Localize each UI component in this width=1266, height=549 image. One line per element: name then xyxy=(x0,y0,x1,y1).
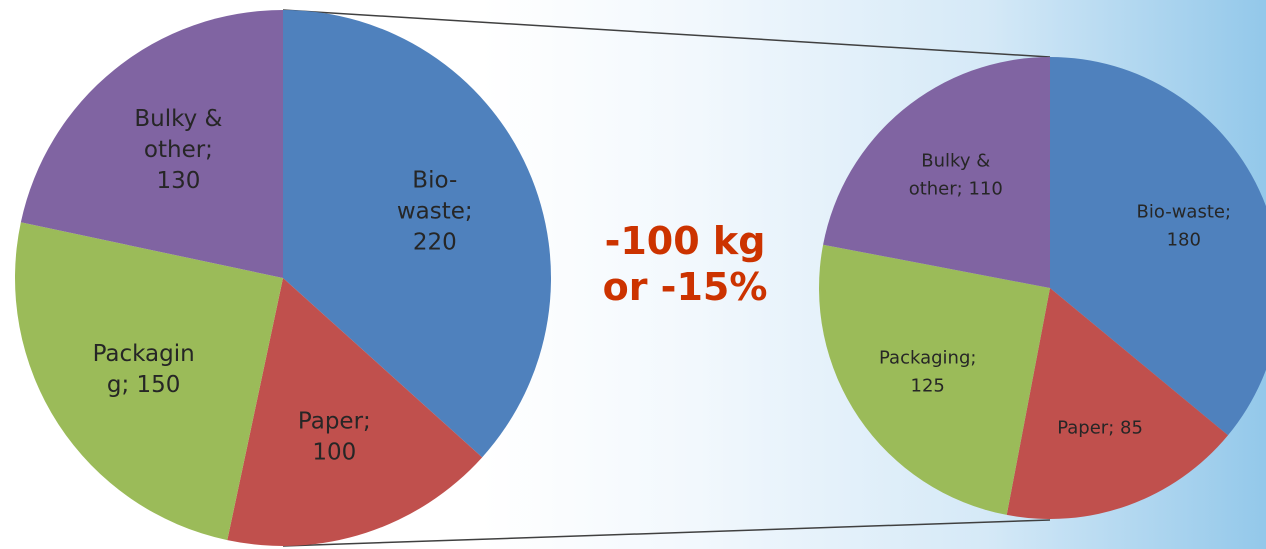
reduction-kg: -100 kg xyxy=(604,219,766,263)
after-slice-bulky-and-other xyxy=(823,56,1050,289)
before-label-bio-waste-line: Bio- xyxy=(412,167,457,193)
before-label-bio-waste-line: waste; xyxy=(397,198,473,224)
after-label-bio-waste-line: Bio-waste; xyxy=(1137,201,1232,222)
after-label-bulky-and-other-line: Bulky & xyxy=(921,150,990,171)
before-label-bulky-and-other-line: 130 xyxy=(156,168,200,194)
before-label-paper-line: 100 xyxy=(312,440,356,466)
before-slice-bulky-and-other xyxy=(20,10,283,278)
after-label-packaging-line: 125 xyxy=(911,375,945,396)
before-label-packaging: Packagin g; 150 xyxy=(93,341,195,398)
before-label-packaging-line: g; 150 xyxy=(107,372,181,398)
before-label-packaging-line: Packagin xyxy=(93,341,195,367)
after-label-bio-waste-line: 180 xyxy=(1167,229,1201,250)
before-label-bulky-and-other: Bulky & other; 130 xyxy=(134,106,222,194)
before-slice-bio-waste xyxy=(283,10,551,458)
before-label-bio-waste-line: 220 xyxy=(413,229,457,255)
after-slice-packaging xyxy=(819,244,1050,515)
after-label-bulky-and-other-line: other; 110 xyxy=(909,178,1003,199)
before-label-paper-line: Paper; xyxy=(298,409,371,435)
after-label-packaging-line: Packaging; xyxy=(879,347,976,368)
after-label-bulky-and-other: Bulky & other; 110 xyxy=(909,150,1003,199)
reduction-percent: or -15% xyxy=(602,265,768,309)
after-slice-bio-waste xyxy=(1050,57,1266,436)
after-label-packaging: Packaging; 125 xyxy=(879,347,976,396)
before-label-bulky-and-other-line: other; xyxy=(144,137,213,163)
connector-line-bottom xyxy=(282,519,1051,547)
connector-line-top xyxy=(282,9,1051,58)
pie-after: Bio-waste; 180 Paper; 85 Packaging; 125 Bulky… xyxy=(819,56,1266,519)
after-label-paper-line: Paper; 85 xyxy=(1057,417,1143,438)
after-label-bio-waste: Bio-waste; 180 xyxy=(1137,201,1232,250)
before-label-bio-waste: Bio-waste; 220 xyxy=(397,167,473,255)
before-slice-packaging xyxy=(15,222,284,541)
reduction-annotation: -100 kg or -15% xyxy=(560,218,810,310)
after-slice-paper xyxy=(1006,288,1228,519)
pie-before: Bio-waste; 220 Paper; 100 Packagin g; 150 Bulk… xyxy=(15,10,551,546)
before-slice-paper xyxy=(227,278,483,546)
before-label-bulky-and-other-line: Bulky & xyxy=(134,106,222,132)
before-label-paper: Paper; 100 xyxy=(298,409,371,466)
after-label-paper: Paper; 85 xyxy=(1057,417,1143,438)
